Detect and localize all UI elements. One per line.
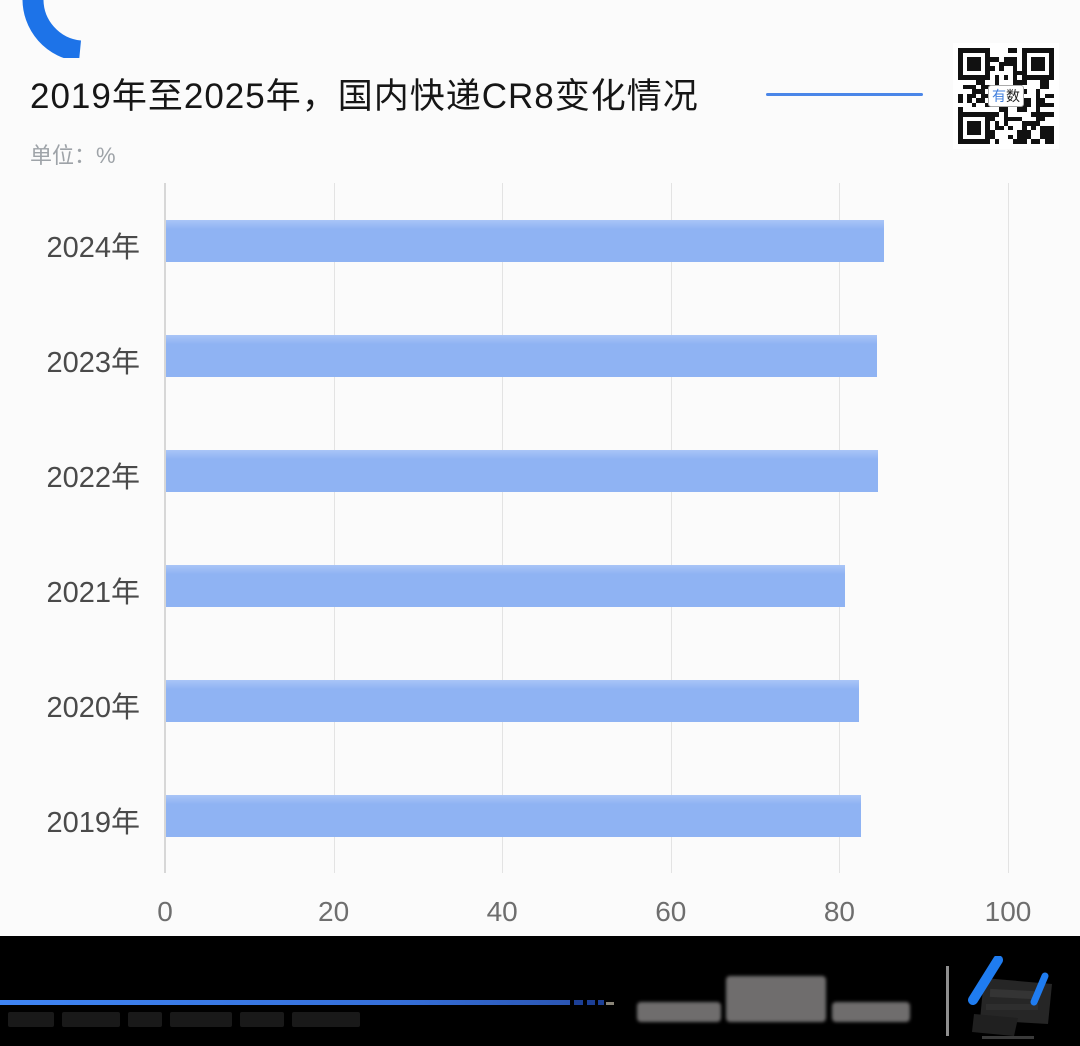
- bar-2019: [166, 794, 862, 837]
- footer-caption-blurred: [292, 1012, 360, 1027]
- title-underline-decoration: [766, 93, 923, 96]
- gridline-40: [502, 183, 504, 873]
- qr-center-label: 有数: [988, 85, 1024, 107]
- bar-2020: [166, 679, 859, 722]
- brand-logo: [968, 956, 1052, 1039]
- footer-caption-blurred: [240, 1012, 284, 1027]
- bar-2023: [166, 334, 877, 377]
- footer-line-dash: [574, 1000, 583, 1005]
- footer-line-dash: [587, 1000, 595, 1005]
- corner-arc-decoration: [22, 0, 82, 58]
- bar-2024: [166, 219, 885, 262]
- gridline-100: [1008, 183, 1009, 873]
- y-axis-label-2021: 2021年: [46, 576, 140, 609]
- x-axis-tick-label-60: 60: [655, 896, 687, 927]
- qr-code: 有数: [953, 43, 1059, 149]
- footer-caption-blurred: [128, 1012, 162, 1027]
- x-axis-tick-label-0: 0: [157, 896, 173, 927]
- footer-divider: [946, 966, 949, 1036]
- gridline-20: [333, 183, 335, 873]
- footer-line-end-tick: [606, 1002, 614, 1005]
- x-axis-tick-label-40: 40: [486, 896, 518, 927]
- footer-caption-blurred: [8, 1012, 54, 1027]
- y-axis-label-2019: 2019年: [46, 806, 140, 839]
- gridline-60: [670, 183, 672, 873]
- footer-line-dash: [598, 1000, 604, 1005]
- page-title: 2019年至2025年，国内快递CR8变化情况: [30, 77, 699, 116]
- watermark-blurred: [726, 976, 826, 1022]
- footer-caption-blurred: [62, 1012, 120, 1027]
- footer-caption-blurred: [170, 1012, 232, 1027]
- footer-accent-line: [0, 1000, 570, 1005]
- unit-label: 单位：%: [30, 143, 116, 168]
- y-axis-label-2023: 2023年: [46, 346, 140, 379]
- watermark-blurred: [832, 1002, 910, 1022]
- gridline-80: [839, 183, 841, 873]
- footer-bar: [0, 936, 1080, 1046]
- watermark-blurred: [637, 1002, 721, 1022]
- bar-2022: [166, 449, 879, 492]
- x-axis-tick-label-100: 100: [984, 896, 1032, 927]
- y-axis-line: [164, 183, 166, 873]
- y-axis-label-2022: 2022年: [46, 461, 140, 494]
- y-axis-label-2020: 2020年: [46, 691, 140, 724]
- y-axis-label-2024: 2024年: [46, 231, 140, 264]
- bar-2021: [166, 564, 845, 607]
- x-axis-tick-label-80: 80: [823, 896, 855, 927]
- x-axis-tick-label-20: 20: [318, 896, 350, 927]
